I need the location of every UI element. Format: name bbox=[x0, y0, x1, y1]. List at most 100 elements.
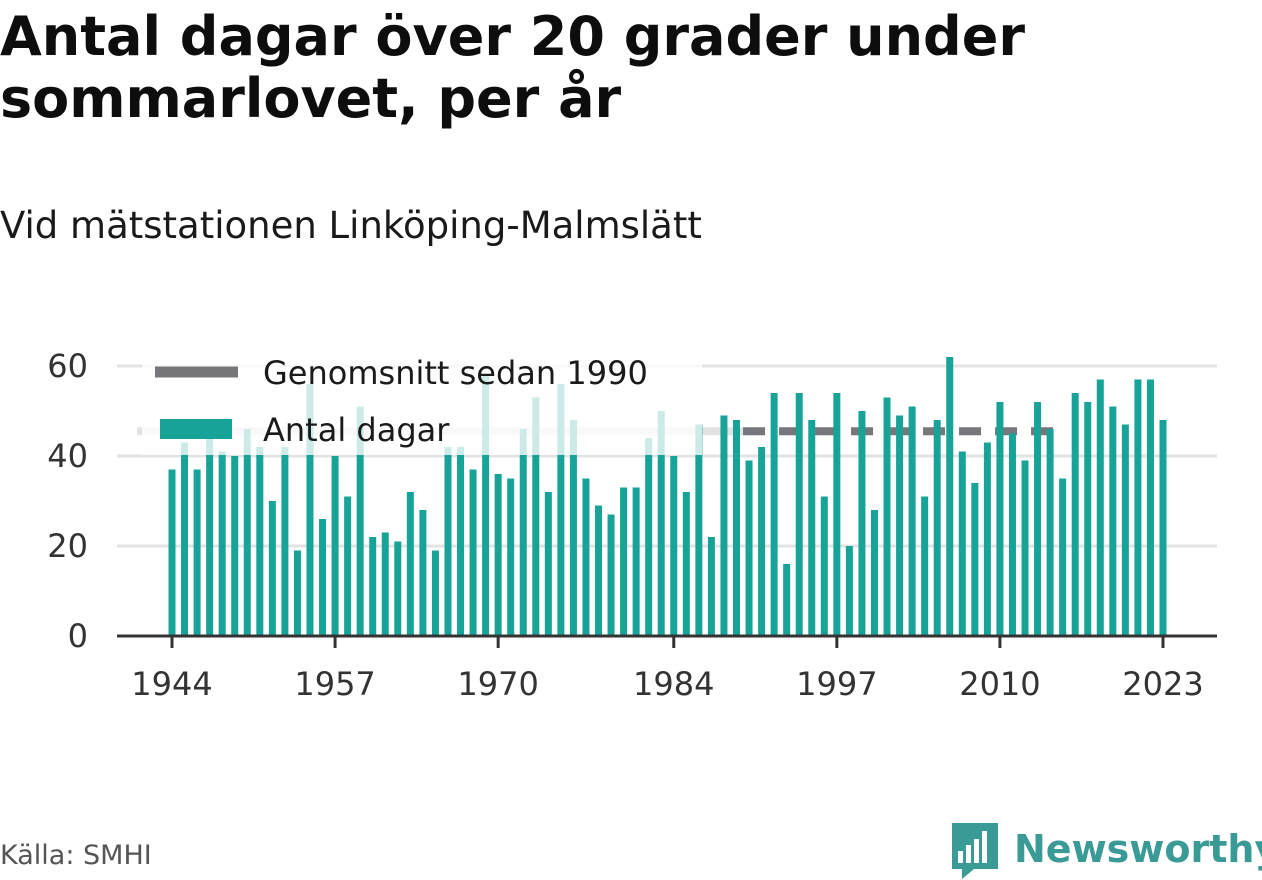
bar-1966 bbox=[444, 447, 452, 636]
bar-2011 bbox=[1008, 433, 1016, 636]
bar-2002 bbox=[896, 415, 904, 636]
bar-1948 bbox=[218, 451, 226, 636]
bar-1958 bbox=[344, 496, 352, 636]
bar-1985 bbox=[682, 492, 690, 636]
bar-1990 bbox=[745, 460, 753, 636]
y-tick-label: 40 bbox=[47, 437, 88, 475]
bar-2013 bbox=[1034, 402, 1042, 636]
y-tick-label: 60 bbox=[47, 347, 88, 385]
bar-1972 bbox=[519, 429, 527, 636]
bar-2020 bbox=[1121, 424, 1129, 636]
bar-1951 bbox=[256, 447, 264, 636]
bar-2015 bbox=[1059, 478, 1067, 636]
bar-1992 bbox=[770, 393, 778, 636]
bar-1960 bbox=[369, 537, 377, 636]
bar-1981 bbox=[632, 487, 640, 636]
bar-1994 bbox=[795, 393, 803, 636]
bar-1988 bbox=[720, 415, 728, 636]
bar-1946 bbox=[193, 469, 201, 636]
legend-bar-label: Antal dagar bbox=[263, 411, 450, 449]
bar-1954 bbox=[293, 550, 301, 636]
bar-1956 bbox=[319, 519, 327, 636]
bar-1955 bbox=[306, 384, 314, 636]
bar-1953 bbox=[281, 447, 289, 636]
x-tick-label: 1997 bbox=[796, 665, 877, 703]
legend-bar-swatch bbox=[160, 419, 232, 439]
bar-1947 bbox=[206, 438, 214, 636]
x-axis: 1944 1957 1970 1984 1997 2010 2023 bbox=[117, 634, 1217, 703]
bar-2019 bbox=[1109, 406, 1117, 636]
bar-2014 bbox=[1046, 429, 1054, 636]
bar-1979 bbox=[607, 514, 615, 636]
bar-1999 bbox=[858, 411, 866, 636]
bar-1983 bbox=[657, 411, 665, 636]
bar-2004 bbox=[921, 496, 929, 636]
bar-1959 bbox=[356, 406, 364, 636]
bar-1974 bbox=[544, 492, 552, 636]
bar-1991 bbox=[758, 447, 766, 636]
x-tick-label: 1957 bbox=[294, 665, 375, 703]
x-tick-label: 1944 bbox=[131, 665, 212, 703]
source-note: Källa: SMHI bbox=[0, 840, 152, 871]
bar-1989 bbox=[732, 420, 740, 636]
bar-1982 bbox=[645, 438, 653, 636]
bar-chart: 0 20 40 60 1944 1957 1970 1984 1997 2010 2023 Gen… bbox=[47, 345, 1217, 703]
bar-1984 bbox=[670, 456, 678, 636]
bar-1976 bbox=[569, 420, 577, 636]
bar-1975 bbox=[557, 384, 565, 636]
bar-2003 bbox=[908, 406, 916, 636]
bar-2021 bbox=[1134, 379, 1142, 636]
bar-1995 bbox=[808, 420, 816, 636]
bar-1998 bbox=[845, 546, 853, 636]
bar-1961 bbox=[381, 532, 389, 636]
x-tick-label: 1970 bbox=[457, 665, 538, 703]
bar-2018 bbox=[1096, 379, 1104, 636]
x-tick-label: 2010 bbox=[959, 665, 1040, 703]
legend-backdrop bbox=[142, 345, 702, 455]
chart-subtitle: Vid mätstationen Linköping-Malmslätt bbox=[0, 204, 702, 247]
bar-1986 bbox=[695, 424, 703, 636]
bar-2017 bbox=[1084, 402, 1092, 636]
bar-1969 bbox=[482, 375, 490, 636]
bar-1978 bbox=[595, 505, 603, 636]
bar-2008 bbox=[971, 483, 979, 636]
bar-1973 bbox=[532, 397, 540, 636]
bar-1968 bbox=[469, 469, 477, 636]
newsworthy-logo-icon bbox=[952, 823, 998, 879]
bar-1950 bbox=[243, 429, 251, 636]
bar-2007 bbox=[958, 451, 966, 636]
bar-1977 bbox=[582, 478, 590, 636]
brand-name: Newsworthy bbox=[1014, 827, 1262, 871]
x-tick-label: 2023 bbox=[1122, 665, 1203, 703]
bar-2012 bbox=[1021, 460, 1029, 636]
bar-1980 bbox=[620, 487, 628, 636]
bar-1949 bbox=[231, 456, 239, 636]
bar-1945 bbox=[181, 442, 189, 636]
bar-1970 bbox=[494, 474, 502, 636]
bar-1987 bbox=[707, 537, 715, 636]
bar-1957 bbox=[331, 456, 339, 636]
bar-1952 bbox=[268, 501, 276, 636]
y-tick-label: 0 bbox=[68, 617, 88, 655]
chart-title: Antal dagar över 20 grader under sommarl… bbox=[0, 5, 1025, 130]
bar-1971 bbox=[507, 478, 515, 636]
y-axis: 0 20 40 60 bbox=[47, 347, 88, 655]
bar-2001 bbox=[883, 397, 891, 636]
bar-1963 bbox=[406, 492, 414, 636]
bar-2023 bbox=[1159, 420, 1167, 636]
legend: Genomsnitt sedan 1990 Antal dagar bbox=[142, 345, 702, 455]
bar-1944 bbox=[168, 469, 176, 636]
brand-logo: Newsworthy bbox=[950, 818, 1262, 880]
bar-1997 bbox=[833, 393, 841, 636]
bar-2000 bbox=[870, 510, 878, 636]
bar-1964 bbox=[419, 510, 427, 636]
bar-2006 bbox=[946, 357, 954, 636]
x-tick-label: 1984 bbox=[633, 665, 714, 703]
y-tick-label: 20 bbox=[47, 527, 88, 565]
bar-1967 bbox=[457, 447, 465, 636]
bars bbox=[168, 357, 1167, 636]
bar-1962 bbox=[394, 541, 402, 636]
bar-1965 bbox=[431, 550, 439, 636]
legend-average-label: Genomsnitt sedan 1990 bbox=[263, 354, 648, 392]
bar-2016 bbox=[1071, 393, 1079, 636]
